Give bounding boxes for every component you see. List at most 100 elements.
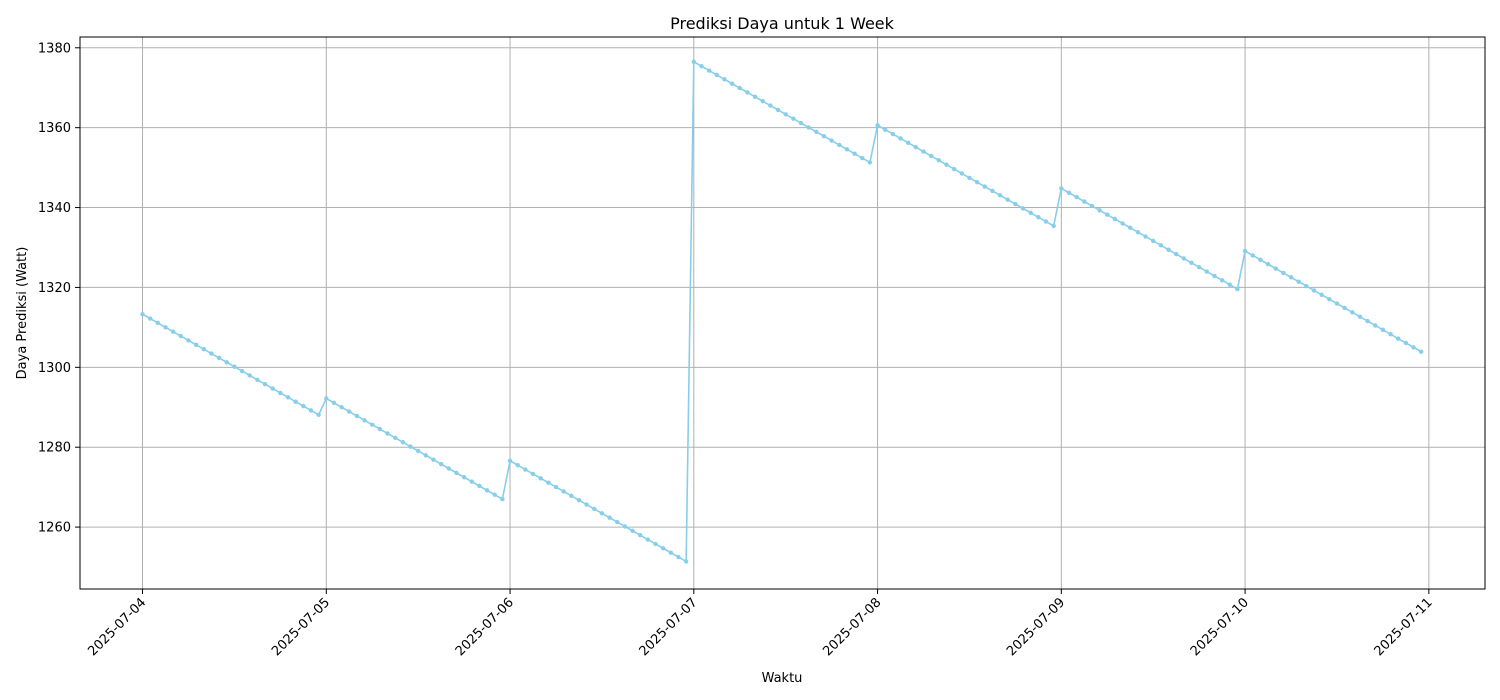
data-point — [638, 532, 643, 538]
data-point — [1380, 327, 1386, 333]
data-point — [1020, 206, 1026, 211]
x-axis-ticks: 2025-07-04 2025-07-05 2025-07-06 2025-07-07… — [85, 589, 1436, 659]
data-point — [232, 364, 237, 369]
chart-title: Prediksi Daya untuk 1 Week — [670, 14, 895, 33]
data-point — [599, 511, 605, 516]
y-tick-label: 1380 — [38, 41, 71, 56]
data-point — [1112, 216, 1118, 222]
data-point — [1166, 247, 1171, 252]
data-point — [400, 440, 406, 445]
data-point — [423, 453, 429, 458]
data-point — [1066, 190, 1072, 195]
data-point — [668, 550, 674, 555]
data-point — [676, 554, 681, 560]
data-point — [247, 373, 252, 378]
data-point — [768, 103, 773, 108]
data-point — [691, 59, 697, 64]
data-point — [722, 77, 727, 82]
data-point — [1219, 278, 1225, 283]
data-point — [461, 475, 467, 480]
data-point — [706, 68, 712, 73]
data-point — [1036, 214, 1041, 220]
data-point — [170, 329, 176, 334]
data-point — [1342, 305, 1347, 311]
data-point — [1051, 223, 1056, 229]
data-point — [1189, 260, 1194, 265]
data-point — [393, 435, 398, 441]
data-point — [492, 492, 497, 497]
data-point — [1143, 234, 1148, 239]
x-tick-label: 2025-07-08 — [820, 595, 884, 659]
data-point — [1013, 201, 1018, 207]
data-point — [477, 483, 482, 489]
data-point — [928, 153, 934, 159]
data-point — [1097, 208, 1102, 213]
data-point — [408, 444, 413, 449]
data-point — [515, 462, 520, 468]
data-point — [630, 528, 635, 534]
data-point — [959, 171, 964, 176]
data-point — [921, 149, 926, 154]
data-point — [301, 403, 306, 409]
data-point — [370, 422, 375, 427]
data-point — [775, 107, 781, 113]
data-point — [1151, 238, 1156, 244]
data-point — [997, 193, 1003, 198]
data-point — [186, 338, 191, 343]
data-point — [1059, 186, 1064, 191]
data-point — [1005, 197, 1010, 202]
data-point — [1388, 332, 1393, 337]
data-point — [622, 524, 628, 529]
data-point — [990, 188, 995, 194]
data-point — [906, 140, 911, 145]
data-point — [285, 395, 291, 400]
data-point — [615, 519, 620, 525]
data-point — [1396, 336, 1401, 341]
y-tick-label: 1260 — [38, 521, 71, 536]
data-point — [1196, 264, 1202, 270]
data-point — [875, 123, 880, 128]
data-point — [415, 448, 421, 454]
x-tick-label: 2025-07-06 — [453, 595, 517, 659]
y-axis-label: Daya Prediksi (Watt) — [15, 247, 30, 380]
data-point — [1158, 243, 1164, 248]
data-point — [898, 136, 903, 141]
data-point — [852, 151, 857, 156]
data-point — [255, 377, 260, 383]
data-point — [1258, 257, 1263, 263]
data-point — [538, 476, 543, 481]
y-tick-label: 1320 — [38, 281, 71, 296]
data-point — [890, 131, 896, 137]
data-point — [385, 431, 390, 436]
data-point — [714, 72, 719, 78]
data-point — [745, 90, 750, 95]
data-point — [147, 316, 153, 321]
data-point — [737, 85, 742, 91]
data-point — [438, 461, 444, 467]
data-point — [1074, 194, 1079, 200]
data-point — [867, 160, 873, 165]
data-point — [262, 382, 268, 387]
data-point — [829, 138, 834, 143]
data-point — [1204, 269, 1210, 274]
series-layer — [140, 59, 1424, 564]
data-point — [1365, 318, 1370, 324]
plot-area-frame — [79, 36, 1486, 590]
data-point — [347, 409, 352, 414]
data-point — [967, 175, 972, 180]
data-point — [308, 408, 314, 413]
data-point — [1028, 210, 1033, 215]
data-point — [913, 144, 919, 150]
data-point — [806, 125, 811, 130]
data-point — [239, 368, 245, 374]
data-point — [1311, 288, 1317, 293]
data-point — [209, 351, 214, 356]
data-point — [584, 502, 589, 507]
data-point — [530, 471, 536, 477]
data-point — [178, 333, 184, 339]
data-point — [1334, 301, 1340, 306]
data-point — [699, 63, 704, 69]
data-point — [936, 158, 942, 163]
data-point — [1135, 229, 1141, 235]
